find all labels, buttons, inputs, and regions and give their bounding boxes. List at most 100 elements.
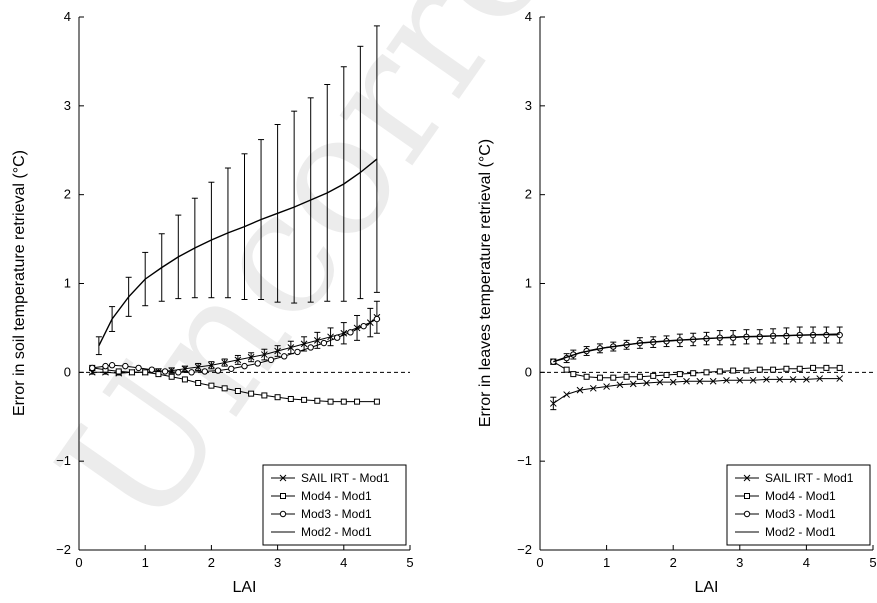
data-point (683, 377, 690, 385)
y-tick-label: 2 (64, 187, 71, 202)
data-point (307, 344, 314, 351)
x-tick-label: 4 (340, 555, 347, 570)
data-point (267, 356, 275, 364)
data-point (234, 356, 242, 364)
data-point (360, 322, 367, 330)
x-tick-label: 3 (274, 555, 281, 570)
data-point (783, 365, 790, 372)
data-point (576, 386, 584, 394)
y-tick-label: 1 (64, 276, 71, 291)
series-line (553, 333, 840, 363)
y-axis-label: Error in soil temperature retrieval (°C) (11, 150, 28, 416)
data-point (663, 371, 670, 378)
data-point (703, 369, 710, 376)
data-point (228, 365, 235, 372)
data-point (208, 382, 215, 389)
data-point (596, 374, 603, 381)
data-point (122, 362, 129, 370)
data-point (836, 364, 843, 371)
data-point (836, 375, 844, 382)
legend: SAIL IRT - Mod1 Mod4 - Mod1 Mod3 - Mod1 Mod… (726, 464, 871, 546)
left-chart-soil: 0 1 2 3 4 5 −2 −1 0 1 2 3 4 LAI Error in soil temperat… (11, 9, 414, 596)
data-point (836, 331, 843, 339)
y-tick-label: 0 (525, 364, 532, 379)
data-point (333, 334, 341, 341)
data-point (629, 380, 637, 388)
y-axis-label: Error in leaves temperature retrieval (°… (477, 139, 494, 427)
data-point (135, 364, 142, 372)
y-tick-label: −1 (56, 453, 71, 468)
data-point (168, 367, 176, 374)
data-point (214, 367, 222, 374)
data-point (676, 371, 683, 378)
data-point (723, 376, 730, 384)
data-point (327, 398, 334, 405)
data-point (181, 365, 189, 373)
data-point (287, 344, 295, 351)
x-axis-label: LAI (232, 579, 256, 596)
legend-label: SAIL IRT - Mod1 (301, 471, 390, 485)
data-point (175, 369, 182, 376)
data-point (128, 369, 135, 376)
series-square (89, 364, 380, 405)
data-point (373, 315, 381, 323)
series-circle (550, 326, 843, 365)
data-point (796, 365, 803, 372)
x-tick-label: 1 (142, 555, 149, 570)
data-point (354, 398, 361, 405)
data-point (616, 381, 624, 389)
legend-marker (279, 510, 287, 518)
legend-label: Mod4 - Mod1 (765, 489, 836, 503)
data-point (770, 366, 777, 373)
y-tick-label: 4 (64, 9, 71, 24)
data-point (195, 379, 202, 386)
series-line (98, 158, 378, 347)
data-point (294, 348, 301, 356)
x-tick-label: 3 (736, 555, 743, 570)
data-point (743, 367, 750, 374)
y-tick-label: 1 (525, 276, 532, 291)
series-x (549, 375, 844, 411)
watermark: Uncorrected (21, 0, 806, 564)
data-point (776, 376, 784, 383)
data-point (749, 376, 757, 384)
series-line (92, 367, 377, 403)
data-point (690, 370, 697, 377)
data-point (194, 363, 202, 371)
data-point (327, 333, 334, 341)
y-tick-label: −1 (517, 453, 532, 468)
data-point (155, 371, 162, 378)
legend-label: SAIL IRT - Mod1 (765, 471, 854, 485)
data-point (300, 340, 308, 348)
x-tick-label: 2 (670, 555, 677, 570)
legend-marker (280, 493, 286, 499)
data-point (89, 364, 96, 372)
data-point (549, 400, 557, 407)
data-point (643, 379, 650, 387)
data-point (756, 366, 763, 373)
data-point (763, 376, 770, 383)
data-point (142, 369, 149, 376)
data-point (730, 367, 737, 374)
data-point (248, 390, 255, 397)
y-tick-label: 3 (525, 98, 532, 113)
y-tick-label: −2 (56, 542, 71, 557)
right-chart-leaves: 0 1 2 3 4 5 −2 −1 0 1 2 3 4 LAI Error in leaves temper… (477, 9, 877, 596)
x-tick-label: 0 (75, 555, 82, 570)
series-circle (89, 315, 381, 376)
data-point (709, 377, 717, 385)
data-point (261, 351, 268, 358)
data-point (301, 396, 308, 403)
data-point (201, 368, 208, 375)
data-point (221, 359, 228, 366)
data-point (583, 373, 590, 380)
y-tick-label: 2 (525, 187, 532, 202)
data-point (234, 387, 241, 394)
data-point (340, 398, 347, 405)
data-point (656, 378, 664, 386)
data-point (810, 364, 817, 371)
data-point (208, 361, 215, 369)
data-point (803, 376, 810, 383)
legend-label: Mod3 - Mod1 (765, 507, 836, 521)
